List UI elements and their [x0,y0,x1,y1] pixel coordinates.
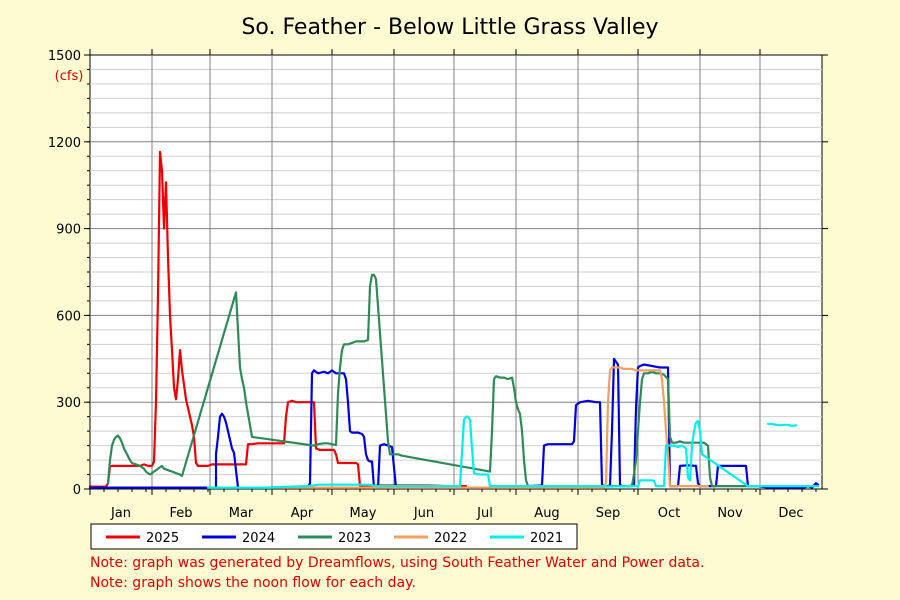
x-tick-label: Feb [169,506,192,521]
legend: 2025 2024 2023 2022 2021 [90,523,578,550]
series-line-2025 [88,150,468,488]
x-tick-label: Jul [476,506,493,521]
y-tick-label: 0 [73,483,81,498]
x-tick-label: Aug [534,506,559,521]
legend-label: 2025 [146,531,179,546]
y-tick-label: 900 [56,223,81,238]
series-layer [88,150,820,489]
y-tick-label: 300 [56,396,81,411]
series-line-2022 [206,366,710,489]
x-tick-label: Sep [596,506,621,521]
chart-title: So. Feather - Below Little Grass Valley [241,15,658,40]
legend-label: 2022 [434,531,467,546]
y-unit-label: (cfs) [55,69,84,84]
x-axis: Jan Feb Mar Apr May Jun Jul Aug Sep Oct Nov Dec [89,49,817,521]
legend-label: 2023 [338,531,371,546]
x-tick-label: Mar [229,506,254,521]
x-tick-label: Jan [110,506,131,521]
gridlines [90,55,822,489]
y-axis: 0 300 600 900 1200 1500 [48,49,828,498]
series-line-extra [766,422,798,427]
legend-label: 2021 [530,531,563,546]
x-tick-label: Apr [291,506,314,521]
x-tick-label: Nov [717,506,743,521]
series-line-2021 [206,415,820,489]
note-1: Note: graph was generated by Dreamflows,… [90,555,704,571]
x-tick-label: Dec [778,506,803,521]
y-tick-label: 600 [56,309,81,324]
y-tick-label: 1500 [48,49,81,64]
y-tick-label: 1200 [48,136,81,151]
x-tick-label: May [350,506,377,521]
x-tick-label: Oct [658,506,680,521]
note-2: Note: graph shows the noon flow for each… [90,575,416,591]
legend-label: 2024 [242,531,275,546]
x-tick-label: Jun [413,506,434,521]
